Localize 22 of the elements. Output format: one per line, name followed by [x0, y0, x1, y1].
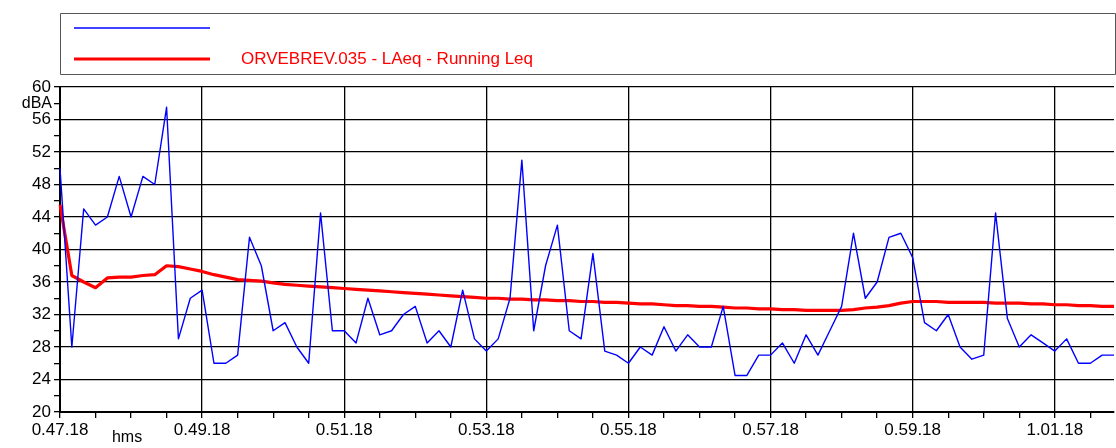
y-tick-label: 24 [32, 369, 51, 389]
y-tick-label: 60 [32, 76, 51, 96]
x-axis-title: hms [111, 428, 143, 446]
y-tick-label: 36 [32, 271, 51, 291]
x-tick-label: 0.53.18 [457, 419, 515, 439]
y-tick-label: 32 [32, 304, 51, 324]
y-tick-label: 52 [32, 141, 51, 161]
y-tick-label: 20 [32, 401, 51, 421]
x-tick-label: 0.55.18 [600, 419, 657, 439]
x-tick-label: 1.01.18 [1026, 419, 1084, 439]
x-tick-label: 0.49.18 [173, 419, 231, 439]
y-tick-label: 44 [32, 206, 51, 226]
y-tick-label: 48 [32, 174, 51, 194]
y-tick-label: 56 [32, 109, 51, 129]
x-tick-label: 0.47.18 [31, 419, 89, 439]
x-tick-label: 0.57.18 [742, 419, 799, 439]
y-axis-title: dBA [21, 93, 53, 111]
y-tick-label: 28 [32, 336, 51, 356]
x-tick-label: 0.51.18 [315, 419, 373, 439]
text: ORVEBREV.035 - LAeq - Running Leq [241, 48, 534, 68]
x-tick-label: 0.59.18 [884, 419, 942, 439]
y-tick-label: 40 [32, 239, 51, 259]
